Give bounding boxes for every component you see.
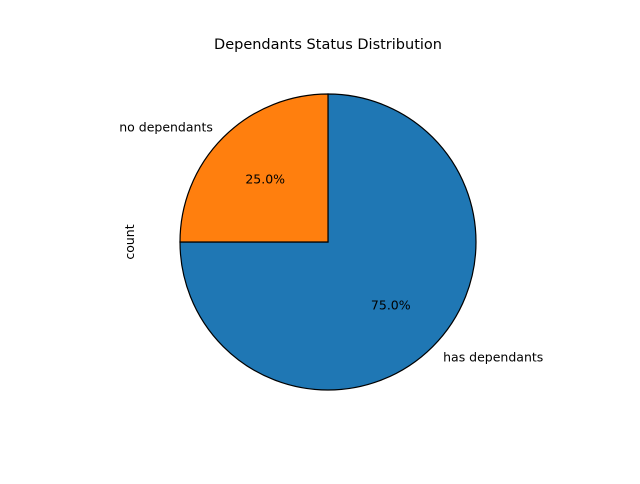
pie-slices <box>179 93 477 391</box>
pie-percent-label: 75.0% <box>371 297 411 312</box>
chart-title: Dependants Status Distribution <box>214 37 442 53</box>
pie-slice-no-dependants <box>179 93 329 243</box>
pie-category-label: no dependants <box>119 119 213 134</box>
y-axis-label: count <box>122 224 137 259</box>
pie-category-label: has dependants <box>443 350 543 365</box>
pie-percent-label: 25.0% <box>245 172 285 187</box>
pie-labels: 75.0% has dependants 25.0% no dependants <box>119 119 543 364</box>
